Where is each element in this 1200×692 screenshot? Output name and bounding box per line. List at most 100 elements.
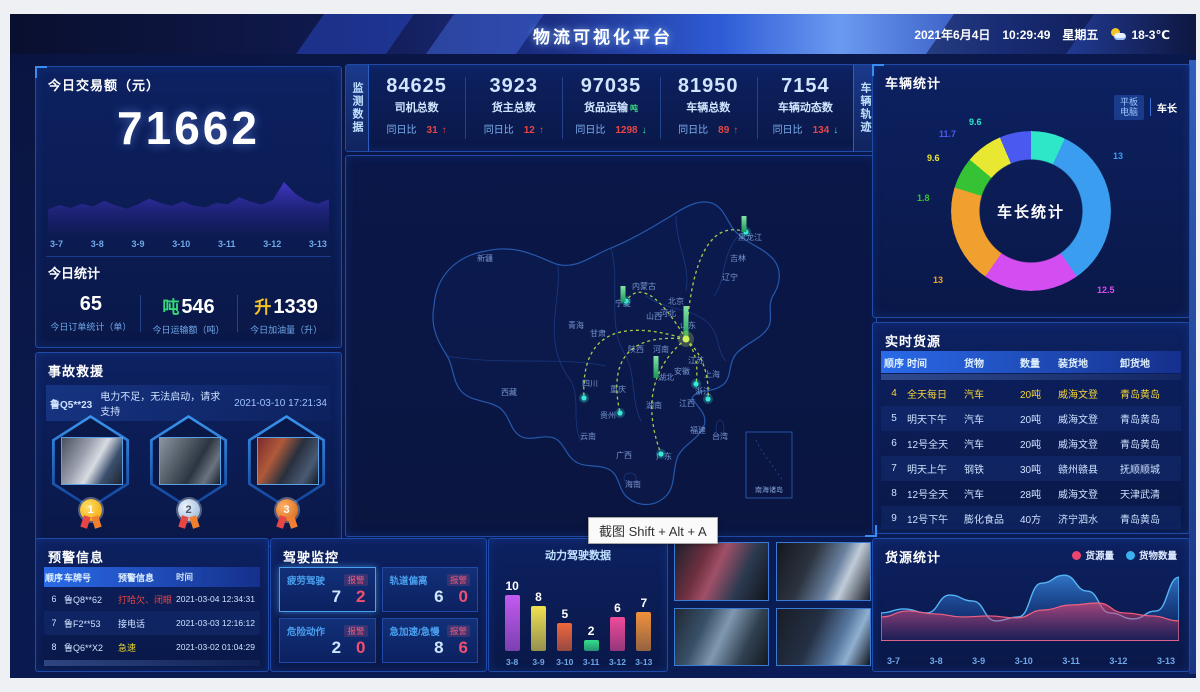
accident-message-row[interactable]: 鲁Q5**23 电力不足，无法启动，请求支持 2021-03-10 17:21:… — [46, 385, 331, 421]
count-normal: 2 — [331, 638, 342, 657]
x-tick: 3-11 — [1062, 656, 1080, 666]
cell: 28吨 — [1020, 490, 1042, 501]
bar — [583, 639, 599, 651]
panel-title: 动力驾驶数据 — [545, 550, 611, 562]
kpi-compare: 同日比 134 ↓ — [757, 121, 854, 136]
kpi-compare: 同日比 31 ↑ — [368, 121, 465, 136]
cell: 2021-03-03 12:16:12 — [176, 618, 255, 628]
tab-vehicle-track[interactable]: 车辆轨迹 — [853, 65, 876, 151]
route-endpoint-dot[interactable] — [581, 395, 587, 401]
kpi-item: 84625 司机总数 同日比 31 ↑ — [368, 65, 465, 151]
accident-message: 电力不足，无法启动，请求支持 — [100, 392, 221, 418]
x-tick: 3-9 — [532, 657, 545, 667]
rescue-photo-frame[interactable]: 2 — [148, 415, 230, 527]
bar — [557, 623, 573, 651]
cell: 全天每日 — [907, 390, 947, 401]
table-row[interactable]: 9 12号下午 膨化食品 40方 济宁泗水 青岛黄岛 — [881, 506, 1181, 529]
kpi-item: 97035 货品运输吨同日比 1298 ↓ — [562, 65, 659, 151]
kpi-items: 84625 司机总数 同日比 31 ↑ 3923 货主总数 同日比 12 ↑ 97035 货品运输吨同… — [368, 65, 854, 151]
map-inset: 南海诸岛 — [745, 431, 793, 499]
province-label: 内蒙古 — [632, 281, 656, 291]
legend-item-captain[interactable]: 车长 — [1157, 103, 1177, 115]
map-pillar-marker — [683, 306, 689, 339]
stat-value: 65 — [79, 293, 102, 315]
down-arrow-icon: ↓ — [641, 125, 647, 136]
unit-prefix: 吨 — [162, 298, 180, 317]
alarm-badge: 报警 — [344, 625, 368, 637]
route-endpoint-dot[interactable] — [617, 410, 623, 416]
camera-thumbnail[interactable] — [674, 542, 769, 601]
bar-value-label: 10 — [505, 579, 519, 593]
route-endpoint-dot[interactable] — [705, 396, 711, 402]
hub-dot[interactable] — [682, 335, 690, 343]
route-arc — [685, 338, 709, 400]
camera-thumbnail[interactable] — [776, 607, 871, 666]
table-row[interactable]: 4 全天每日 汽车 20吨 威海文登 青岛黄岛 — [881, 381, 1181, 406]
rescue-photo-frame[interactable]: 1 — [50, 415, 132, 527]
alarm-badge: 报警 — [446, 574, 470, 586]
count-alarm: 6 — [458, 638, 468, 657]
compare-label: 同日比 — [678, 125, 709, 136]
alarm-badge: 报警 — [446, 625, 470, 637]
province-label: 浙江 — [695, 386, 711, 396]
table-row[interactable]: 8 12号全天 汽车 28吨 威海文登 天津武清 — [881, 481, 1181, 506]
table-row[interactable]: 5 明天下午 汽车 20吨 威海文登 青岛黄岛 — [881, 406, 1181, 431]
tab-monitor-data[interactable]: 监测数据 — [346, 65, 369, 151]
monitor-card[interactable]: 危险动作 报警 2 0 — [279, 618, 376, 663]
rescue-photos: 1 2 3 — [36, 415, 341, 527]
map-pillar-marker — [741, 216, 747, 232]
panel-title: 车辆统计 — [885, 76, 942, 91]
kpi-label: 司机总数 — [394, 102, 439, 114]
province-label: 黑龙江 — [738, 232, 762, 242]
warnings-table: 顺序 车牌号 预警信息 时间 6 鲁Q8**62 打哈欠、闭眼 2021-03-04 12:… — [44, 567, 260, 667]
vehicle-donut-chart[interactable] — [951, 131, 1111, 291]
province-label: 广西 — [616, 450, 632, 460]
province-label: 海南 — [625, 479, 641, 489]
donut-label: 13 — [933, 275, 944, 285]
clipped-row — [44, 660, 260, 666]
route-endpoint-dot[interactable] — [693, 381, 699, 387]
divider — [46, 256, 331, 257]
monitor-card[interactable]: 疲劳驾驶 报警 7 2 — [279, 567, 376, 612]
rank-medal-icon: 2 — [177, 499, 200, 521]
right-edge-strip[interactable] — [1189, 60, 1196, 674]
weather: 18-3℃ — [1110, 28, 1170, 42]
table-row[interactable]: 6 鲁Q8**62 打哈欠、闭眼 2021-03-04 12:34:31 — [44, 587, 260, 611]
cell: 12号下午 — [907, 515, 949, 526]
weather-icon — [1110, 28, 1127, 41]
rank-medal-icon: 3 — [275, 499, 298, 521]
datetime-area: 2021年6月4日 10:29:49 星期五 18-3℃ — [914, 26, 1170, 43]
cell: 青岛黄岛 — [1120, 515, 1160, 526]
clipped-row — [881, 374, 1181, 380]
cell: 30吨 — [1020, 465, 1042, 476]
corner-decoration — [872, 64, 884, 76]
province-label: 广东 — [656, 451, 672, 461]
table-row[interactable]: 7 鲁F2**53 接电话 2021-03-03 12:16:12 — [44, 611, 260, 635]
camera-thumbnail[interactable] — [674, 607, 769, 666]
dashboard: 物流可视化平台 2021年6月4日 10:29:49 星期五 18-3℃ 今日交… — [10, 14, 1196, 678]
province-label: 宁夏 — [615, 298, 631, 308]
legend-item[interactable]: 货源量 — [1072, 548, 1114, 562]
camera-thumbnail[interactable] — [776, 542, 871, 601]
weekday-text: 星期五 — [1062, 28, 1099, 42]
table-row[interactable]: 7 明天上午 钢铁 30吨 赣州赣县 抚顺顺城 — [881, 456, 1181, 481]
route-endpoint-dot[interactable] — [658, 451, 664, 457]
column-header: 时间 — [907, 358, 927, 370]
cell: 12号全天 — [907, 490, 949, 501]
monitor-card[interactable]: 急加速/急慢 报警 8 6 — [381, 618, 478, 663]
legend-item-tablet[interactable]: 平板电脑 — [1114, 95, 1144, 120]
monitor-card[interactable]: 轨道偏离 报警 6 0 — [381, 567, 478, 612]
stat-label: 今日运输额（吨） — [152, 325, 225, 335]
cell: 汽车 — [964, 390, 984, 401]
panel-map[interactable]: 新疆 西藏 青海 甘肃 宁夏 内蒙古 陕西 四川 重庆 云南 贵州 广西 广东 海南 湖南 湖北 江西 福建 台湾 浙… — [345, 155, 877, 537]
bar — [636, 611, 652, 651]
rescue-photo-frame[interactable]: 3 — [246, 415, 328, 527]
cell: 青岛黄岛 — [1120, 390, 1160, 401]
table-row[interactable]: 6 12号全天 汽车 20吨 威海文登 青岛黄岛 — [881, 431, 1181, 456]
table-row[interactable]: 8 鲁Q6**X2 急速 2021-03-02 01:04:29 — [44, 635, 260, 659]
legend-item[interactable]: 货物数量 — [1125, 548, 1177, 562]
kpi-item: 7154 车辆动态数 同日比 134 ↓ — [756, 65, 854, 151]
table-header: 顺序 时间 货物 数量 装货地 卸货地 — [881, 351, 1181, 373]
province-label: 云南 — [580, 431, 596, 441]
